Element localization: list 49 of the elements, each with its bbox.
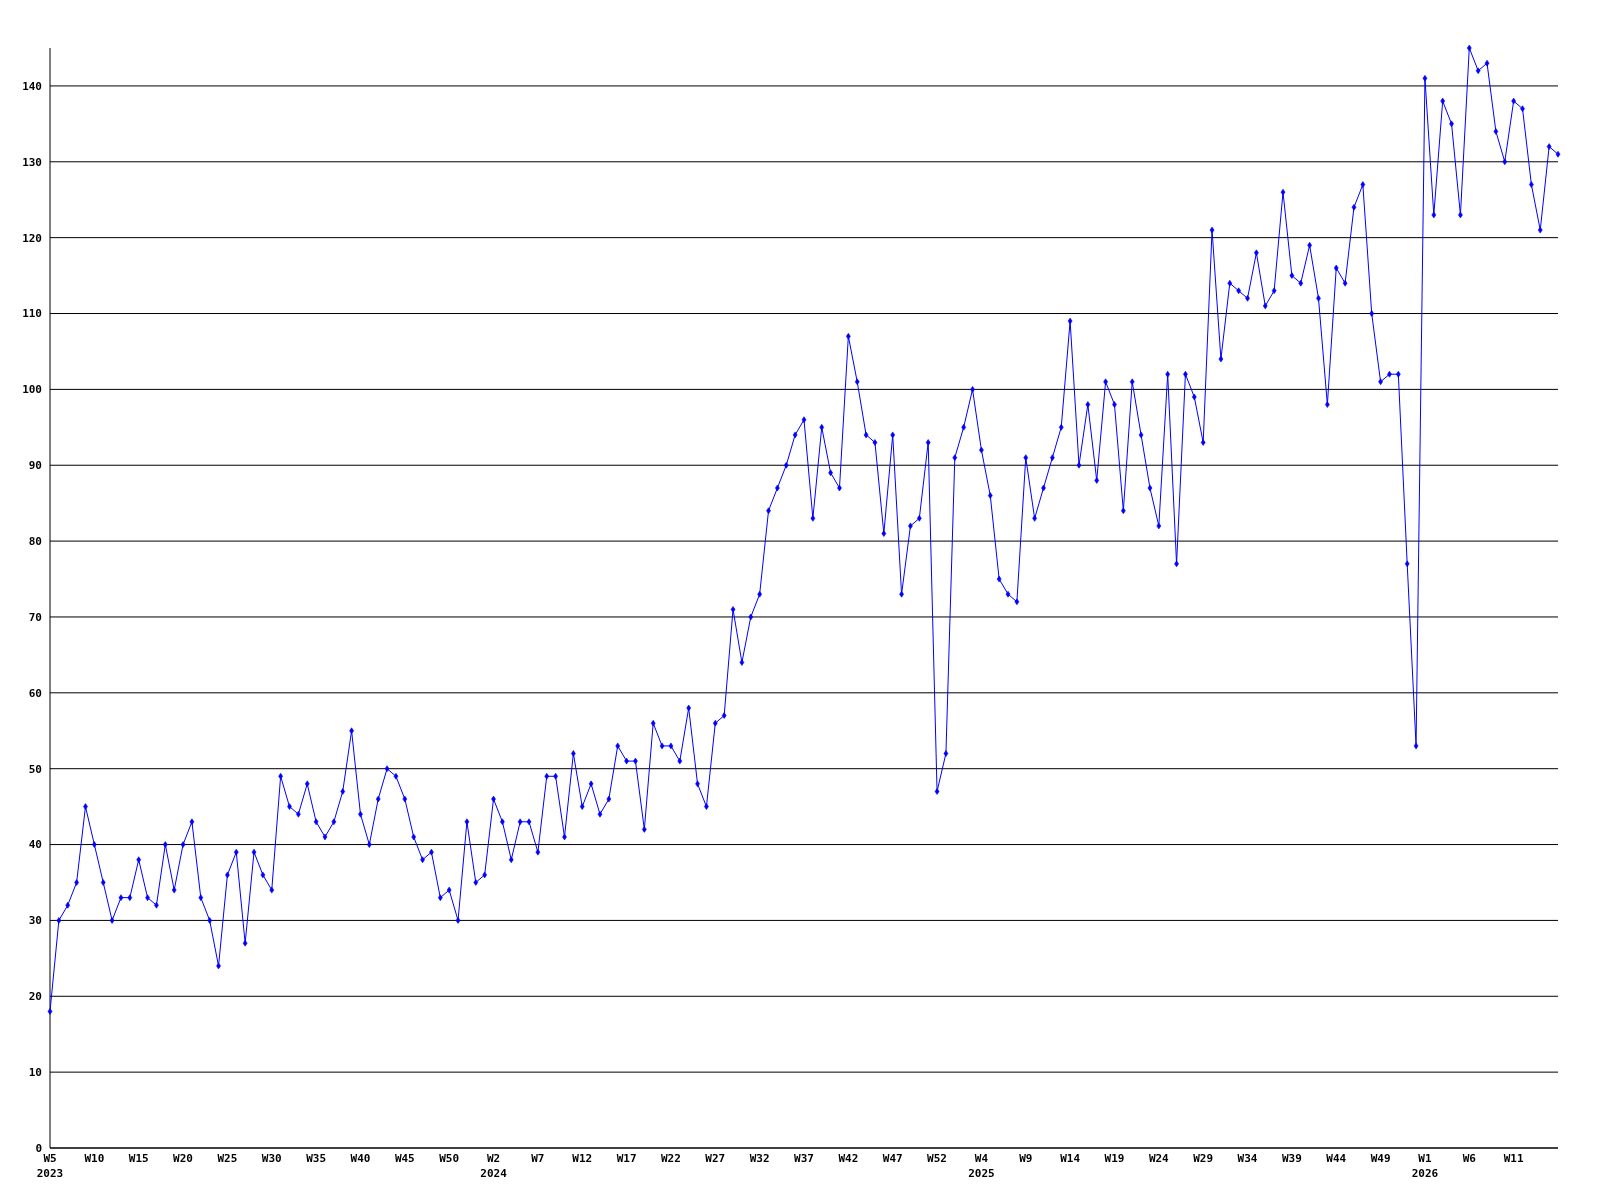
x-tick-label: W9 (1019, 1152, 1033, 1165)
x-tick-label: W12 (572, 1152, 593, 1165)
x-tick-label: W4 2025 (968, 1152, 995, 1180)
y-tick-label: 120 (22, 231, 42, 245)
x-tick-label: W7 (531, 1152, 545, 1165)
x-tick-label: W52 (927, 1152, 947, 1165)
x-tick-label: W2 2024 (480, 1152, 508, 1180)
y-tick-label: 100 (22, 383, 42, 397)
y-tick-label: 110 (22, 307, 42, 321)
x-tick-label: W5 2023 (36, 1152, 64, 1180)
x-tick-label: W17 (616, 1152, 637, 1165)
y-tick-label: 130 (22, 155, 42, 169)
x-tick-label: W30 (261, 1152, 282, 1165)
x-tick-label: W44 (1326, 1152, 1347, 1165)
x-tick-label: W24 (1148, 1152, 1170, 1165)
x-tick-label: W14 (1060, 1152, 1081, 1165)
y-tick-label: 70 (28, 610, 42, 624)
y-tick-label: 30 (28, 914, 42, 928)
y-tick-label: 20 (28, 990, 42, 1004)
x-tick-label: W50 (439, 1152, 460, 1165)
y-tick-label: 80 (28, 534, 42, 548)
x-tick-label: W42 (838, 1152, 859, 1165)
y-tick-label: 40 (28, 838, 42, 852)
x-tick-label: W22 (661, 1152, 681, 1165)
x-tick-label: W39 (1281, 1152, 1302, 1165)
x-tick-label: W1 2026 (1411, 1152, 1439, 1180)
x-tick-label: W15 (128, 1152, 149, 1165)
x-tick-label: W11 (1503, 1152, 1524, 1165)
x-tick-label: W45 (394, 1152, 415, 1165)
y-tick-label: 60 (28, 686, 42, 700)
x-tick-label: W20 (173, 1152, 193, 1165)
x-tick-label: W49 (1370, 1152, 1391, 1165)
y-tick-label: 50 (28, 762, 42, 776)
x-tick-label: W34 (1237, 1152, 1258, 1165)
y-tick-label: 0 (35, 1141, 42, 1155)
y-tick-label: 90 (28, 459, 42, 473)
x-tick-label: W32 (749, 1152, 770, 1165)
y-tick-label: 140 (22, 79, 42, 93)
y-tick-label: 10 (28, 1065, 42, 1079)
x-tick-label: W19 (1104, 1152, 1125, 1165)
x-tick-label: W10 (84, 1152, 105, 1165)
x-tick-label: W35 (306, 1152, 327, 1165)
x-tick-label: W40 (350, 1152, 371, 1165)
x-tick-label: W47 (882, 1152, 903, 1165)
x-tick-label: W37 (794, 1152, 814, 1165)
x-tick-label: W6 (1462, 1152, 1477, 1165)
x-tick-label: W29 (1193, 1152, 1214, 1165)
x-tick-label: W27 (705, 1152, 726, 1165)
x-tick-label: W25 (217, 1152, 238, 1165)
